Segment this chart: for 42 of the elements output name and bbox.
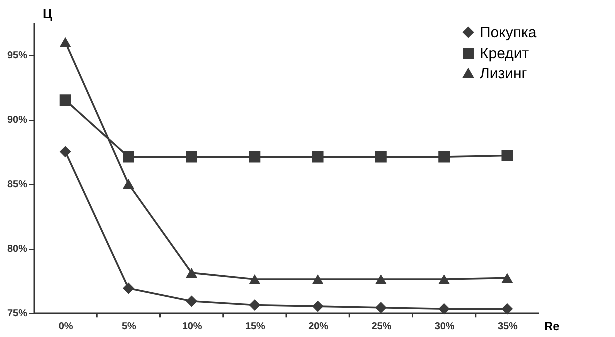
point [122,151,134,163]
point [438,303,450,315]
point [312,300,324,312]
x-tick-label: 35% [498,322,518,332]
point [375,151,387,163]
x-tick-label: 5% [122,322,137,332]
point [438,274,450,284]
point [60,146,72,158]
point [502,303,514,315]
x-tick-label: 30% [434,322,455,332]
point [502,150,514,162]
y-tick-label: 85% [7,180,28,191]
legend-label: Лизинг [480,66,528,82]
point [312,151,324,163]
point [60,94,72,106]
legend-label: Покупка [480,24,538,42]
point [312,274,324,284]
point [375,274,387,284]
point [186,151,198,163]
point [249,274,261,284]
x-tick-label: 25% [372,322,392,332]
y-tick-label: 95% [7,50,28,62]
x-tick-label: 0% [58,322,74,332]
y-tick-label: 80% [7,244,28,256]
x-axis-title: Re [544,320,560,334]
point [249,300,261,311]
point [502,273,514,284]
y-tick-label: 90% [7,115,28,126]
point [186,268,198,278]
y-axis-title: Ц [43,6,53,22]
point [375,302,387,314]
point [122,179,134,190]
legend-label: Кредит [480,46,530,62]
y-tick-label: 75% [7,308,28,320]
point [60,37,72,48]
point [249,151,261,163]
point [438,151,450,163]
point [122,282,134,294]
x-tick-label: 15% [245,322,266,332]
x-tick-label: 10% [182,322,202,332]
point [186,296,198,308]
x-tick-label: 20% [308,322,329,332]
